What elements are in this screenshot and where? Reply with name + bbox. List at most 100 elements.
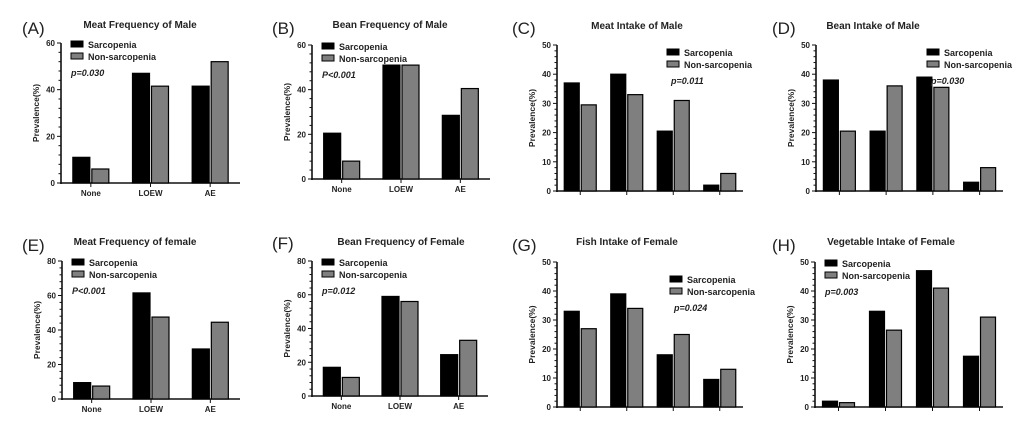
bar-sarcopenia — [656, 354, 673, 408]
bar-non-sarcopenia — [673, 99, 690, 192]
legend-label: Non-sarcopenia — [944, 60, 1013, 70]
legend: Sarcopenia Non-sarcopenia — [321, 258, 408, 280]
y-tick-label: 10 — [542, 158, 551, 167]
legend-swatch-sarcopenia — [321, 258, 335, 266]
panel-letter: (F) — [272, 234, 294, 253]
bar-sarcopenia — [703, 378, 720, 408]
bar-sarcopenia — [441, 114, 460, 180]
legend: Sarcopenia Non-sarcopenia — [666, 48, 753, 70]
y-tick-label: 40 — [542, 70, 551, 79]
x-tick-label: AE — [455, 185, 467, 194]
y-axis-label: Prevalence(%) — [527, 89, 537, 147]
legend-swatch-non-sarcopenia — [321, 270, 335, 278]
legend-label: Non-sarcopenia — [339, 54, 408, 64]
legend-swatch-non-sarcopenia — [666, 60, 680, 68]
legend: Sarcopenia Non-sarcopenia — [926, 48, 1013, 70]
legend-label: Non-sarcopenia — [89, 270, 158, 280]
legend-label: Non-sarcopenia — [687, 287, 756, 297]
chart-panel-a: (A) Meat Frequency of Male 0 20 40 60 Prevalen… — [22, 19, 240, 198]
bar-sarcopenia — [132, 292, 151, 400]
y-tick-label: 20 — [297, 130, 306, 139]
legend-label: Sarcopenia — [684, 48, 734, 58]
bar-sarcopenia — [322, 366, 341, 397]
bar-sarcopenia — [610, 293, 627, 408]
p-value-annotation: p=0.012 — [321, 286, 355, 296]
x-tick-label: LOEW — [139, 405, 163, 414]
p-value-annotation: p=0.011 — [670, 76, 704, 86]
y-tick-label: 30 — [542, 316, 551, 325]
y-tick-label: 0 — [547, 187, 552, 196]
y-tick-label: 0 — [52, 395, 57, 404]
legend-label: Non-sarcopenia — [88, 52, 157, 62]
bar-non-sarcopenia — [341, 376, 360, 397]
y-tick-label: 20 — [542, 129, 551, 138]
chart-title: Meat Intake of Male — [591, 21, 683, 32]
bar-sarcopenia — [916, 76, 933, 192]
legend-swatch-sarcopenia — [321, 42, 335, 50]
bar-sarcopenia — [440, 354, 459, 397]
y-tick-label: 40 — [800, 287, 809, 296]
bar-non-sarcopenia — [401, 64, 420, 180]
bar-sarcopenia — [191, 348, 210, 400]
y-tick-label: 60 — [297, 291, 306, 300]
p-value-annotation: p=0.024 — [673, 303, 707, 313]
bar-sarcopenia — [703, 184, 720, 192]
y-tick-label: 0 — [302, 175, 307, 184]
bar-sarcopenia — [656, 130, 673, 192]
bar-sarcopenia — [563, 82, 580, 192]
y-tick-label: 0 — [805, 403, 810, 412]
y-tick-label: 40 — [46, 86, 55, 95]
y-tick-label: 40 — [297, 86, 306, 95]
y-tick-label: 30 — [801, 99, 810, 108]
chart-title: Fish Intake of Female — [576, 237, 678, 248]
legend-label: Sarcopenia — [339, 258, 389, 268]
x-tick-label: LOEW — [388, 402, 412, 411]
legend-label: Sarcopenia — [339, 42, 389, 52]
legend-label: Non-sarcopenia — [684, 60, 753, 70]
legend-swatch-sarcopenia — [71, 258, 85, 266]
x-tick-label: AE — [205, 405, 217, 414]
legend-swatch-non-sarcopenia — [321, 54, 335, 62]
bar-sarcopenia — [610, 73, 627, 192]
bar-non-sarcopenia — [400, 300, 419, 397]
bar-non-sarcopenia — [460, 87, 479, 180]
p-value-annotation: p=0.030 — [70, 68, 104, 78]
legend-swatch-non-sarcopenia — [669, 287, 683, 295]
bar-sarcopenia — [563, 310, 580, 408]
bar-non-sarcopenia — [932, 287, 950, 408]
bar-sarcopenia — [822, 79, 839, 192]
y-tick-label: 10 — [542, 374, 551, 383]
x-tick-label: None — [82, 405, 103, 414]
bar-sarcopenia — [73, 382, 92, 400]
y-tick-label: 20 — [801, 129, 810, 138]
x-tick-label: None — [331, 402, 352, 411]
bar-non-sarcopenia — [627, 307, 644, 408]
bar-non-sarcopenia — [150, 85, 170, 184]
bar-non-sarcopenia — [720, 368, 737, 408]
panel-letter: (A) — [22, 19, 45, 38]
y-axis-label: Prevalence(%) — [785, 305, 795, 363]
y-tick-label: 60 — [46, 39, 55, 48]
bar-non-sarcopenia — [210, 321, 229, 400]
chart-title: Bean Frequency of Male — [332, 20, 447, 31]
y-axis-label: Prevalence(%) — [786, 89, 796, 147]
legend-label: Sarcopenia — [687, 275, 737, 285]
bar-non-sarcopenia — [720, 172, 737, 192]
panel-letter: (E) — [22, 236, 45, 255]
chart-title: Meat Frequency of Male — [83, 20, 197, 31]
y-tick-label: 50 — [542, 258, 551, 267]
bar-non-sarcopenia — [979, 316, 997, 408]
bar-sarcopenia — [72, 156, 91, 184]
y-tick-label: 50 — [801, 41, 810, 50]
y-tick-label: 60 — [47, 292, 56, 301]
panel-letter: (B) — [272, 19, 295, 38]
chart-title: Vegetable Intake of Female — [827, 237, 955, 248]
y-tick-label: 10 — [800, 374, 809, 383]
y-tick-label: 20 — [47, 361, 56, 370]
legend-label: Sarcopenia — [89, 258, 139, 268]
panel-letter: (H) — [772, 236, 796, 255]
x-tick-label: AE — [205, 189, 217, 198]
legend-label: Sarcopenia — [944, 48, 994, 58]
legend: Sarcopenia Non-sarcopenia — [321, 42, 408, 64]
p-value-annotation: P<0.001 — [72, 286, 106, 296]
